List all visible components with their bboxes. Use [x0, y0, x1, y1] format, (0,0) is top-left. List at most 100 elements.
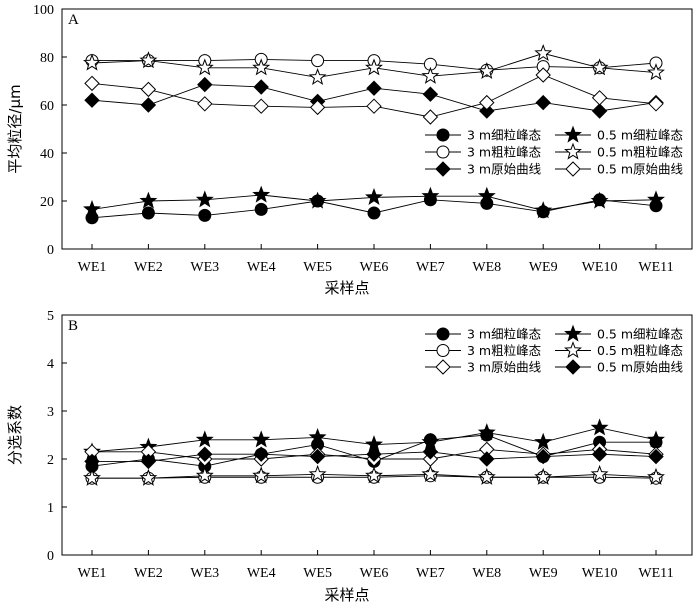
legend-marker: [564, 142, 582, 160]
data-point: [535, 448, 551, 465]
data-point: [252, 430, 271, 448]
x-tick-label: WE7: [416, 260, 445, 275]
legend-item: 0.5 m原始曲线: [555, 161, 684, 177]
data-point: [534, 43, 553, 62]
data-point: [84, 75, 100, 92]
panel-a-y-axis-title: 平均粒径/μm: [6, 84, 24, 173]
legend-label: 3 m粗粒峰态: [467, 145, 541, 160]
data-point: [422, 109, 439, 125]
x-tick-label: WE4: [247, 566, 276, 581]
x-tick-label: WE2: [134, 566, 163, 581]
data-point: [84, 92, 100, 108]
x-tick-label: WE9: [529, 260, 558, 275]
data-point: [198, 208, 212, 222]
data-point: [591, 90, 608, 106]
data-point: [140, 97, 157, 113]
data-point: [479, 451, 495, 467]
legend-item: 3 m粗粒峰态: [425, 145, 541, 160]
panel-a-x-ticks: WE1 WE2 WE3 WE4 WE5 WE6 WE7 WE8 WE9 WE10 WE11: [78, 244, 674, 275]
legend-marker: [436, 344, 450, 357]
data-point: [479, 94, 495, 111]
data-point: [195, 430, 214, 448]
data-point: [252, 185, 271, 203]
data-point: [197, 76, 213, 93]
series-4: [83, 464, 665, 486]
x-tick-label: WE1: [78, 260, 107, 275]
legend-item: 0.5 m细粒峰态: [555, 125, 683, 143]
data-point: [252, 466, 271, 484]
y-tick-label: 1: [47, 501, 54, 516]
data-point: [535, 67, 551, 83]
data-point: [590, 58, 609, 76]
data-point: [421, 186, 440, 204]
x-tick-label: WE6: [360, 566, 389, 581]
y-tick-label: 100: [33, 3, 54, 18]
data-point: [83, 468, 101, 486]
legend-marker: [435, 161, 451, 177]
data-point: [197, 446, 213, 462]
legend-label: 3 m粗粒峰态: [467, 343, 541, 358]
data-point: [139, 468, 158, 486]
y-tick-label: 4: [47, 357, 54, 372]
x-tick-label: WE5: [303, 566, 332, 581]
data-point: [591, 103, 608, 119]
data-point: [141, 206, 155, 220]
series-5: [84, 76, 664, 119]
legend-item: 0.5 m原始曲线: [555, 359, 684, 375]
legend-marker: [436, 145, 450, 159]
legend-item: 3 m原始曲线: [425, 359, 542, 375]
panel-b-y-axis-title: 分选系数: [6, 405, 24, 465]
legend-label: 3 m细粒峰态: [467, 128, 541, 143]
legend-marker: [564, 324, 582, 342]
data-point: [195, 58, 214, 76]
data-point: [83, 53, 101, 71]
data-point: [252, 58, 271, 76]
panel-a-label: A: [68, 12, 79, 28]
data-point: [195, 190, 214, 208]
legend-marker: [436, 327, 450, 341]
y-tick-label: 0: [47, 549, 54, 564]
panel-b-plot-frame: [61, 314, 693, 556]
panel-b-legend: 3 m细粒峰态 0.5 m细粒峰态 3 m粗粒峰态 0.5 m粗粒峰态 3 m原始曲线 0…: [425, 324, 684, 375]
y-tick-label: 2: [47, 453, 54, 468]
legend-marker: [564, 341, 582, 359]
data-point: [422, 444, 439, 460]
panel-a-legend: 3 m细粒峰态 0.5 m细粒峰态 3 m粗粒峰态 0.5 m粗粒峰态 3 m原始曲线 0…: [425, 125, 684, 177]
data-point: [366, 98, 382, 114]
x-tick-label: WE6: [360, 260, 389, 275]
y-tick-label: 40: [40, 147, 54, 162]
legend-item: 0.5 m细粒峰态: [555, 324, 683, 342]
y-tick-label: 60: [40, 99, 54, 114]
x-tick-label: WE8: [472, 566, 501, 581]
data-point: [647, 467, 665, 485]
x-tick-label: WE3: [190, 566, 219, 581]
series-4: [83, 43, 665, 86]
legend-label: 0.5 m粗粒峰态: [597, 145, 683, 160]
legend-item: 3 m粗粒峰态: [425, 343, 541, 358]
data-point: [83, 199, 101, 218]
data-point: [197, 96, 213, 112]
legend-item: 3 m细粒峰态: [425, 327, 541, 342]
data-point: [253, 79, 269, 95]
data-point: [253, 446, 269, 462]
data-point: [535, 94, 551, 111]
data-point: [648, 96, 664, 112]
legend-label: 0.5 m细粒峰态: [597, 128, 683, 143]
data-point: [534, 467, 553, 485]
data-point: [477, 186, 496, 204]
y-tick-label: 20: [40, 195, 54, 210]
data-point: [421, 66, 440, 84]
legend-label: 0.5 m原始曲线: [597, 360, 684, 375]
data-point: [590, 418, 609, 436]
data-point: [422, 86, 439, 102]
x-tick-label: WE11: [638, 566, 673, 581]
data-point: [479, 103, 495, 119]
x-tick-label: WE7: [416, 566, 445, 581]
panel-b-y-ticks: 0 1 2 3 4 5: [47, 309, 67, 564]
panel-b-x-axis-title: 采样点: [324, 586, 369, 604]
panel-a-series: [83, 43, 665, 225]
x-tick-label: WE8: [472, 260, 501, 275]
